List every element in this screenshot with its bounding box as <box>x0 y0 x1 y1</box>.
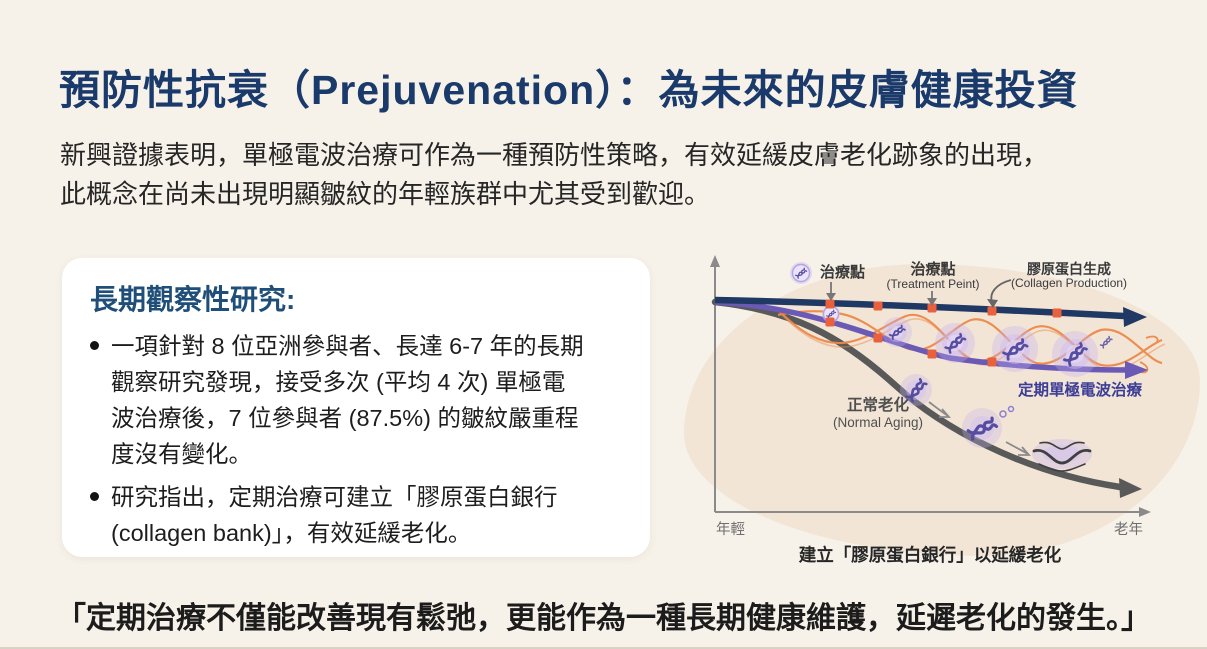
dna-sphere-icon <box>1052 331 1098 377</box>
x-axis-label-young: 年輕 <box>716 522 745 538</box>
diagram-caption: 建立「膠原蛋白銀行」以延緩老化 <box>798 545 1062 565</box>
rf-treatment-curve <box>714 299 1148 379</box>
study-bullet-list: 一項針對 8 位亞洲參與者、長達 6-7 年的長期 觀察研究發現，接受多次 (平… <box>90 328 630 551</box>
bottom-quote: 「定期治療不僅能改善現有鬆弛，更能作為一種長期健康維護，延遲老化的發生。」 <box>56 602 1151 635</box>
aging-diagram: 治療點 治療點 (Treatment Peint) 膠原蛋白生成 (Collag… <box>684 250 1205 570</box>
list-item: 一項針對 8 位亞洲參與者、長達 6-7 年的長期 觀察研究發現，接受多次 (平… <box>90 328 630 472</box>
treatment-point-label-1: 治療點 <box>788 260 865 286</box>
aging-dna-icons <box>900 374 1015 448</box>
wrinkle-icon <box>1032 439 1092 472</box>
treatment-point-label-2: 治療點 (Treatment Peint) <box>883 261 983 292</box>
treatment-point-dots <box>825 299 1062 367</box>
collagen-text-en: (Collagen Production) <box>1010 276 1128 291</box>
list-item: 研究指出，定期治療可建立「膠原蛋白銀行 (collagen bank)」，有效延… <box>90 479 630 551</box>
collagen-production-line <box>714 296 1147 327</box>
bullet-icon <box>90 341 99 350</box>
diagram-canvas <box>710 255 1166 517</box>
bullet-text: 一項針對 8 位亞洲參與者、長達 6-7 年的長期 觀察研究發現，接受多次 (平… <box>111 333 584 467</box>
normal-aging-text: 正常老化 <box>846 397 909 414</box>
intro-paragraph: 新興證據表明，單極電波治療可作為一種預防性策略，有效延緩皮膚老化跡象的出現， 此… <box>60 140 1049 209</box>
x-axis <box>715 507 1151 517</box>
normal-aging-text-en: (Normal Aging) <box>832 414 924 430</box>
dna-circle-icon <box>790 262 812 284</box>
dna-sphere-icon <box>992 326 1038 372</box>
study-card-heading: 長期觀察性研究: <box>90 284 296 315</box>
study-card: 長期觀察性研究: 一項針對 8 位亞洲參與者、長達 6-7 年的長期 觀察研究發… <box>62 258 650 557</box>
treatment-point-text: 治療點 <box>820 264 866 282</box>
normal-aging-label: 正常老化 (Normal Aging) <box>826 397 930 430</box>
bullet-text: 研究指出，定期治療可建立「膠原蛋白銀行 (collagen bank)」，有效延… <box>111 484 558 546</box>
bullet-icon <box>90 492 99 501</box>
treatment-point-text-en: (Treatment Peint) <box>886 277 980 292</box>
rf-treatment-label: 定期單極電波治療 <box>1018 382 1143 399</box>
dna-icon <box>1099 335 1113 349</box>
collagen-text: 膠原蛋白生成 <box>1027 261 1111 277</box>
treatment-point-text: 治療點 <box>910 261 956 278</box>
aging-flow-arrows <box>928 401 1031 456</box>
page-title: 預防性抗衰（Prejuvenation）：為未來的皮膚健康投資 <box>59 67 1079 113</box>
bottom-edge-divider <box>0 647 1207 649</box>
x-axis-label-old: 老年 <box>1114 522 1143 538</box>
y-axis <box>710 255 720 512</box>
collagen-production-label: 膠原蛋白生成 (Collagen Production) <box>1006 261 1132 291</box>
dna-sphere-icon <box>935 323 975 363</box>
dna-sphere-icon <box>882 317 912 347</box>
collagen-glow-spheres <box>822 305 1113 377</box>
label-pointer-arrows <box>826 279 1012 308</box>
